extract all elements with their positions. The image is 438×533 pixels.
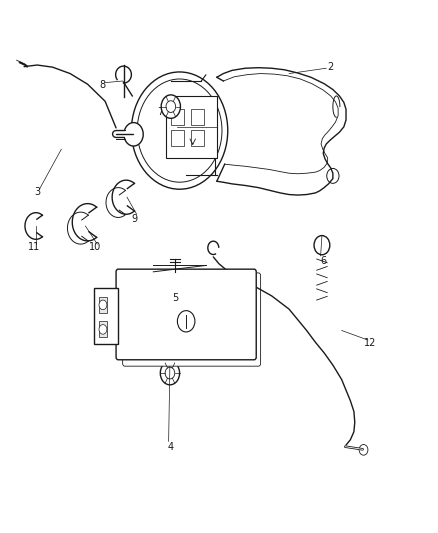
Circle shape bbox=[166, 101, 176, 112]
FancyBboxPatch shape bbox=[116, 269, 256, 360]
Text: 10: 10 bbox=[89, 243, 102, 252]
Text: 4: 4 bbox=[168, 442, 174, 451]
Text: 2: 2 bbox=[328, 62, 334, 71]
Bar bbox=[94, 288, 118, 344]
Bar bbox=[191, 109, 204, 125]
Text: 11: 11 bbox=[28, 243, 40, 252]
Text: 12: 12 bbox=[364, 338, 376, 348]
Bar bbox=[191, 130, 204, 146]
Circle shape bbox=[137, 79, 222, 182]
Circle shape bbox=[161, 95, 180, 118]
Text: 8: 8 bbox=[100, 80, 106, 90]
Bar bbox=[99, 297, 107, 313]
Text: 7: 7 bbox=[157, 107, 163, 117]
Text: 5: 5 bbox=[172, 294, 178, 303]
Text: 9: 9 bbox=[132, 214, 138, 223]
Circle shape bbox=[99, 325, 107, 334]
Circle shape bbox=[359, 445, 368, 455]
FancyBboxPatch shape bbox=[123, 273, 261, 366]
Text: 3: 3 bbox=[34, 187, 40, 197]
Circle shape bbox=[99, 300, 107, 310]
Text: 1: 1 bbox=[203, 104, 209, 114]
Text: 6: 6 bbox=[320, 256, 326, 266]
Circle shape bbox=[124, 123, 143, 146]
Circle shape bbox=[327, 168, 339, 183]
Circle shape bbox=[314, 236, 330, 255]
Circle shape bbox=[177, 311, 195, 332]
Bar bbox=[99, 321, 107, 337]
Circle shape bbox=[131, 72, 228, 189]
Circle shape bbox=[165, 367, 175, 379]
Bar bbox=[171, 130, 184, 146]
Bar bbox=[171, 109, 184, 125]
Circle shape bbox=[160, 361, 180, 385]
Bar bbox=[166, 96, 217, 158]
